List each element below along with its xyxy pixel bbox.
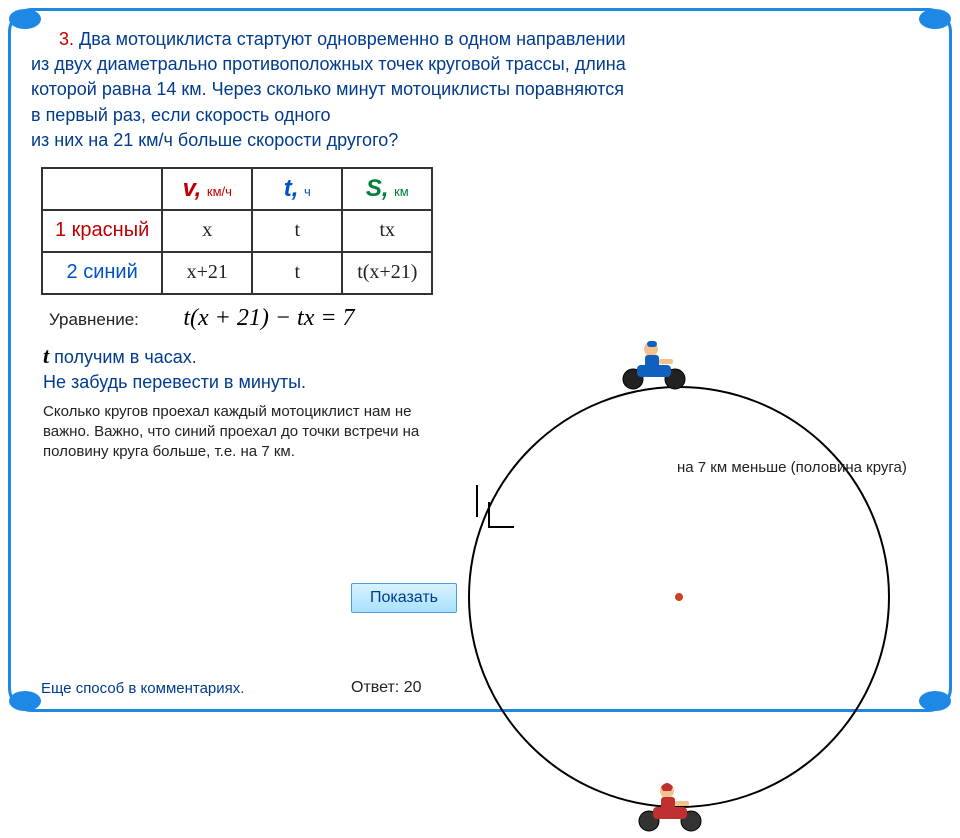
row2-label: 2 синий <box>42 252 162 294</box>
answer-label: Ответ: <box>351 679 399 696</box>
cell-s2: t(x+21) <box>342 252 432 294</box>
table-row: 1 красный x t tx <box>42 210 432 252</box>
corner-decoration <box>919 691 951 711</box>
answer-value: 20 <box>404 679 422 696</box>
table-row: 2 синий x+21 t t(x+21) <box>42 252 432 294</box>
cell-t2: t <box>252 252 342 294</box>
show-button[interactable]: Показать <box>351 583 457 613</box>
problem-line: в первый раз, если скорость одного <box>31 103 929 128</box>
equation-row: Уравнение: t(x + 21) − tx = 7 <box>31 305 491 332</box>
cell-v1: x <box>162 210 252 252</box>
header-s: S, км <box>342 168 432 210</box>
slide-frame: 3. Два мотоциклиста стартуют одновременн… <box>8 8 952 712</box>
motorcyclist-top-icon <box>617 335 695 391</box>
more-ways-note: Еще способ в комментариях. <box>41 680 244 697</box>
vts-table: v, км/ч t, ч S, км 1 красный x t <box>41 167 433 295</box>
track-diagram: на 7 км меньше (половина круга) <box>469 357 909 827</box>
problem-statement: 3. Два мотоциклиста стартуют одновременн… <box>31 27 929 153</box>
header-v: v, км/ч <box>162 168 252 210</box>
equation-label: Уравнение: <box>49 310 139 329</box>
track-svg <box>469 357 909 827</box>
corner-decoration <box>919 9 951 29</box>
answer: Ответ: 20 <box>351 679 421 697</box>
cell-s1: tx <box>342 210 432 252</box>
problem-line: из двух диаметрально противоположных точ… <box>31 52 929 77</box>
note-circles: Сколько кругов проехал каждый мотоциклис… <box>43 402 443 463</box>
left-column: v, км/ч t, ч S, км 1 красный x t <box>31 167 491 463</box>
cell-v2: x+21 <box>162 252 252 294</box>
center-dot <box>675 593 683 601</box>
note-hours: t получим в часах. Не забудь перевести в… <box>43 342 491 394</box>
problem-line: Два мотоциклиста стартуют одновременно в… <box>79 29 626 49</box>
header-t: t, ч <box>252 168 342 210</box>
row1-label: 1 красный <box>42 210 162 252</box>
equation: t(x + 21) − tx = 7 <box>183 305 354 331</box>
cell-t1: t <box>252 210 342 252</box>
track-label: на 7 км меньше (половина круга) <box>677 459 907 476</box>
half-marker <box>489 502 514 527</box>
table-header-row: v, км/ч t, ч S, км <box>42 168 432 210</box>
problem-number: 3. <box>59 29 74 49</box>
problem-line: из них на 21 км/ч больше скорости другог… <box>31 128 929 153</box>
motorcyclist-bottom-icon <box>631 777 709 833</box>
problem-line: которой равна 14 км. Через сколько минут… <box>31 77 929 102</box>
table-corner-cell <box>42 168 162 210</box>
corner-decoration <box>9 691 41 711</box>
corner-decoration <box>9 9 41 29</box>
content-area: v, км/ч t, ч S, км 1 красный x t <box>31 167 929 463</box>
